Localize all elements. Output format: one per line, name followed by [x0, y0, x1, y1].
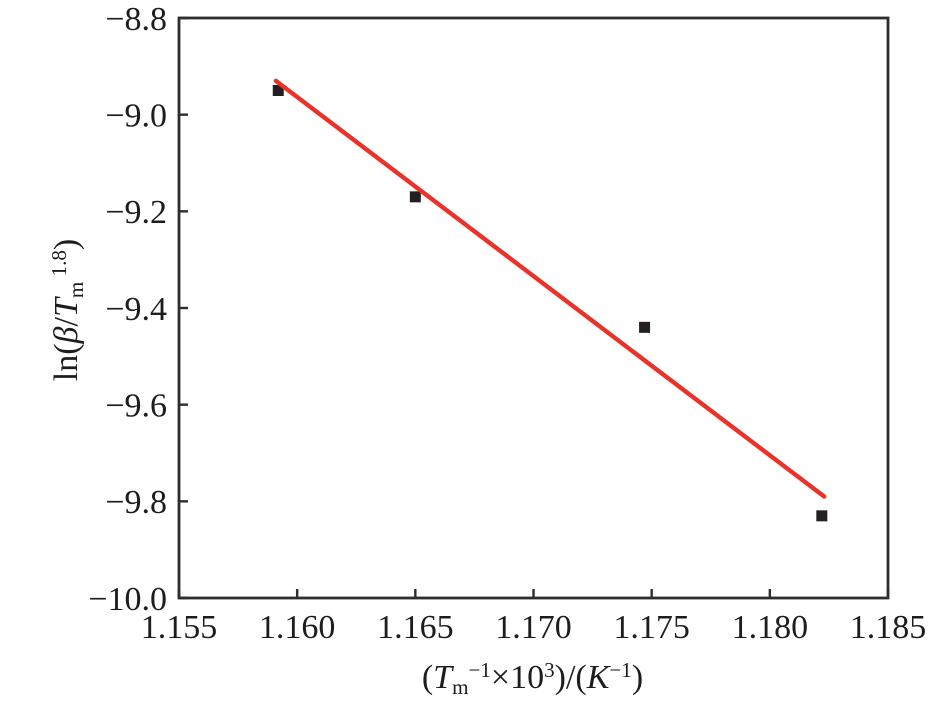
x-tick-label: 1.155 — [141, 609, 218, 646]
axis-title-segment: ) — [47, 238, 85, 251]
y-tick-label: −10.0 — [88, 581, 167, 618]
fit-line — [273, 78, 827, 499]
data-point — [272, 85, 284, 96]
x-tick-label: 1.160 — [259, 609, 336, 646]
axis-title-segment: ( — [421, 658, 434, 696]
axis-title-segment: −1 — [468, 658, 491, 682]
data-point — [639, 321, 651, 333]
data-point — [409, 191, 421, 203]
axis-title-segment: −1 — [609, 658, 632, 682]
axis-title-segment: ln( — [47, 343, 85, 382]
axis-title-segment: 3 — [544, 658, 555, 682]
y-tick-label: −9.0 — [105, 98, 167, 135]
axis-title-segment: m — [63, 281, 88, 299]
axis-title-segment: / — [47, 317, 85, 327]
axis-title-segment: ) — [631, 658, 644, 696]
y-tick-label: −9.4 — [105, 291, 167, 328]
y-tick-label: −9.2 — [105, 194, 167, 231]
axis-title-segment: )/( — [554, 658, 587, 696]
x-tick-label: 1.180 — [732, 609, 809, 646]
x-tick-label: 1.185 — [850, 609, 927, 646]
x-tick-label: 1.170 — [495, 609, 572, 646]
x-tick-label: 1.175 — [613, 609, 690, 646]
axis-title-segment: β — [47, 326, 85, 344]
axis-title-segment: m — [452, 674, 469, 699]
axis-title-segment: T — [47, 298, 85, 318]
data-point — [816, 510, 828, 522]
axis-title-segment: K — [586, 658, 610, 696]
y-axis-title: ln(β/Tm 1.8) — [47, 238, 88, 382]
x-axis-title: (Tm−1×103)/(K−1) — [0, 658, 945, 699]
x-tick-label: 1.165 — [377, 609, 454, 646]
axis-title-segment: T — [433, 658, 453, 696]
axis-title-segment: ×10 — [490, 658, 545, 696]
plot-border — [177, 16, 890, 600]
y-tick-label: −8.8 — [105, 1, 167, 38]
y-tick-label: −9.6 — [105, 388, 167, 425]
axis-title-segment: 1.8 — [47, 250, 72, 282]
y-tick-label: −9.8 — [105, 484, 167, 521]
